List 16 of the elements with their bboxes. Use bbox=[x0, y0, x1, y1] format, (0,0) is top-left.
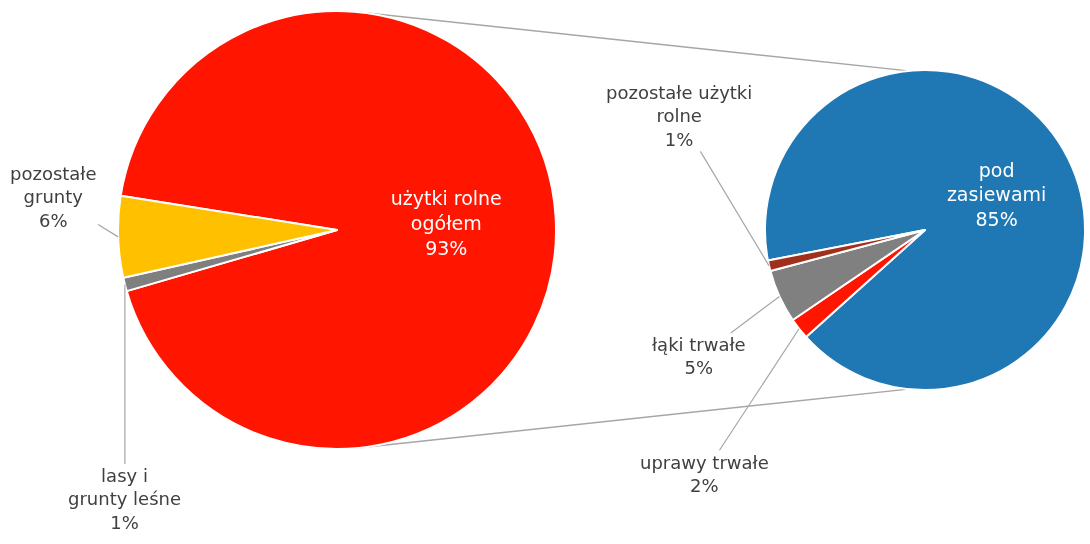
data-label: 1% bbox=[110, 511, 139, 533]
data-label: 5% bbox=[684, 357, 714, 379]
slice-label: łąki trwałe bbox=[652, 334, 746, 355]
slice-label: lasy i grunty leśne bbox=[68, 465, 182, 510]
slice-label: pod zasiewami bbox=[946, 158, 1047, 206]
pie-slice bbox=[764, 69, 1086, 391]
slice-label: pozostałe grunty bbox=[10, 163, 97, 208]
pie-slice bbox=[119, 10, 557, 450]
data-label: 85% bbox=[975, 208, 1018, 231]
data-label: 6% bbox=[39, 209, 68, 231]
slice-label: uprawy trwałe bbox=[640, 452, 769, 473]
data-label: 1% bbox=[664, 128, 694, 150]
data-label: 2% bbox=[690, 475, 719, 497]
data-label: 93% bbox=[425, 236, 468, 259]
slice-label: użytki rolne ogółem bbox=[390, 187, 502, 235]
slice-label: pozostałe użytki rolne bbox=[606, 82, 753, 127]
